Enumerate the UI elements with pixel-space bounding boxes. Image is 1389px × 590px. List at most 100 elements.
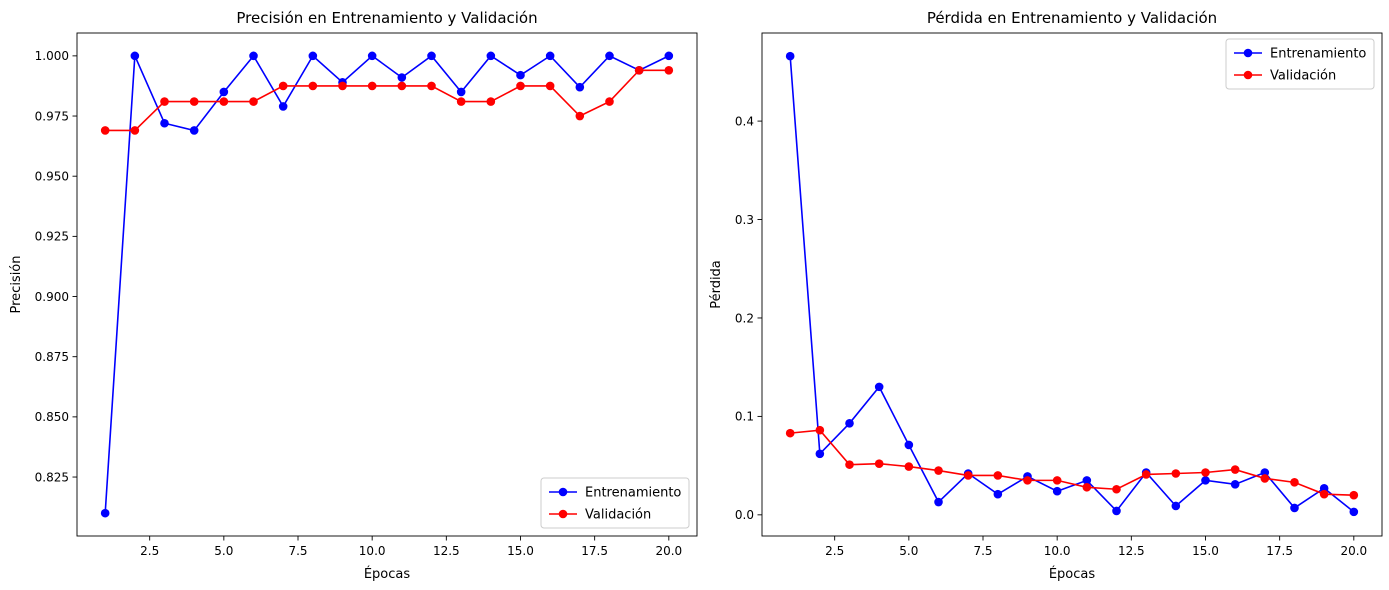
x-tick-label: 5.0 bbox=[899, 544, 918, 558]
data-point-entrenamiento bbox=[934, 497, 943, 507]
data-point-entrenamiento bbox=[486, 51, 496, 61]
x-tick-label: 12.5 bbox=[1118, 544, 1145, 558]
series-line-validacion bbox=[790, 429, 1354, 496]
data-point-validacion bbox=[874, 459, 884, 468]
data-point-entrenamiento bbox=[605, 51, 614, 61]
y-tick-label: 1.000 bbox=[35, 49, 69, 63]
data-point-entrenamiento bbox=[1171, 501, 1181, 511]
data-point-validacion bbox=[934, 466, 943, 475]
legend-marker-validacion bbox=[1243, 70, 1253, 80]
legend-box bbox=[1225, 38, 1375, 90]
data-point-validacion bbox=[1171, 469, 1181, 478]
x-tick-label: 7.5 bbox=[288, 544, 307, 558]
data-point-validacion bbox=[904, 462, 914, 471]
x-tick-label: 7.5 bbox=[973, 544, 992, 558]
plot-frame bbox=[76, 32, 698, 537]
y-tick-label: 0.825 bbox=[35, 470, 69, 484]
data-point-entrenamiento bbox=[130, 51, 140, 61]
data-point-validacion bbox=[1260, 474, 1270, 483]
data-point-entrenamiento bbox=[516, 70, 525, 80]
x-tick-label: 17.5 bbox=[581, 544, 608, 558]
y-axis-label: Pérdida bbox=[709, 260, 724, 309]
data-point-entrenamiento bbox=[904, 440, 914, 450]
data-point-validacion bbox=[963, 471, 973, 480]
data-point-entrenamiento bbox=[1260, 468, 1270, 477]
data-point-entrenamiento bbox=[1230, 480, 1240, 489]
data-point-entrenamiento bbox=[1201, 476, 1210, 485]
data-point-validacion bbox=[1319, 489, 1329, 499]
data-point-validacion bbox=[1349, 490, 1359, 500]
data-point-entrenamiento bbox=[1319, 483, 1329, 493]
y-tick-label: 0.1 bbox=[735, 410, 754, 424]
x-axis-label: Épocas bbox=[364, 566, 411, 582]
data-point-entrenamiento bbox=[219, 87, 229, 97]
y-tick-label: 0.900 bbox=[35, 290, 69, 304]
data-point-entrenamiento bbox=[815, 449, 825, 459]
legend: Entrenamiento Validación bbox=[1225, 38, 1375, 90]
data-point-validacion bbox=[1141, 470, 1151, 479]
data-point-entrenamiento bbox=[993, 489, 1003, 499]
legend-label-entrenamiento: Entrenamiento bbox=[585, 486, 681, 501]
data-point-validacion bbox=[575, 111, 585, 121]
chart-panel-2: 2.5 5.0 7.5 10.0 12.5 15.0 17.5 20.0 0.0 0.1 0.2 0.… bbox=[709, 9, 1383, 582]
y-tick-label: 0.975 bbox=[35, 109, 69, 123]
data-point-entrenamiento bbox=[1290, 503, 1299, 513]
x-tick-label: 2.5 bbox=[825, 544, 844, 558]
x-tick-label: 12.5 bbox=[433, 544, 460, 558]
data-point-validacion bbox=[664, 66, 674, 75]
data-point-entrenamiento bbox=[427, 51, 436, 61]
data-point-entrenamiento bbox=[664, 51, 674, 61]
data-point-validacion bbox=[427, 81, 436, 91]
data-point-validacion bbox=[785, 428, 795, 438]
legend-marker-entrenamiento bbox=[1243, 48, 1253, 58]
data-point-entrenamiento bbox=[278, 102, 288, 111]
data-point-validacion bbox=[456, 97, 466, 106]
legend-marker-validacion bbox=[558, 509, 568, 519]
data-point-entrenamiento bbox=[1112, 506, 1121, 516]
data-point-validacion bbox=[1201, 468, 1210, 477]
chart-panel-1: 2.5 5.0 7.5 10.0 12.5 15.0 17.5 20.0 0.825 0.850 0… bbox=[9, 9, 698, 582]
x-axis-label: Épocas bbox=[1049, 566, 1096, 582]
y-tick-label: 0.875 bbox=[35, 350, 69, 364]
legend: Entrenamiento Validación bbox=[540, 477, 690, 529]
data-point-validacion bbox=[278, 81, 288, 91]
data-point-entrenamiento bbox=[456, 87, 466, 97]
x-tick-label: 15.0 bbox=[1192, 544, 1219, 558]
y-tick-label: 0.950 bbox=[35, 169, 69, 183]
data-point-entrenamiento bbox=[249, 51, 258, 61]
data-point-entrenamiento bbox=[1082, 476, 1092, 485]
x-tick-label: 20.0 bbox=[655, 544, 682, 558]
x-tick-label: 20.0 bbox=[1340, 544, 1367, 558]
x-tick-label: 17.5 bbox=[1266, 544, 1293, 558]
data-point-validacion bbox=[516, 81, 525, 91]
data-point-validacion bbox=[545, 81, 555, 91]
data-point-validacion bbox=[100, 126, 110, 135]
legend-box bbox=[540, 477, 690, 529]
data-point-entrenamiento bbox=[397, 73, 407, 82]
data-point-validacion bbox=[160, 97, 169, 106]
data-point-entrenamiento bbox=[545, 51, 555, 61]
x-tick-label: 2.5 bbox=[140, 544, 159, 558]
legend-marker-entrenamiento bbox=[558, 487, 568, 497]
legend-label-entrenamiento: Entrenamiento bbox=[1270, 47, 1366, 62]
data-point-validacion bbox=[486, 97, 496, 106]
data-point-validacion bbox=[249, 97, 258, 106]
data-point-entrenamiento bbox=[1052, 486, 1062, 496]
data-point-validacion bbox=[815, 425, 825, 435]
x-tick-label: 10.0 bbox=[359, 544, 386, 558]
data-point-validacion bbox=[189, 97, 199, 106]
y-tick-label: 0.2 bbox=[735, 311, 754, 325]
y-tick-label: 0.850 bbox=[35, 410, 69, 424]
y-axis-label: Precisión bbox=[9, 255, 24, 313]
data-point-entrenamiento bbox=[575, 82, 585, 92]
data-point-validacion bbox=[634, 66, 644, 75]
data-point-validacion bbox=[367, 81, 377, 91]
data-point-validacion bbox=[993, 471, 1003, 480]
data-point-entrenamiento bbox=[874, 382, 884, 392]
data-point-validacion bbox=[338, 81, 347, 91]
data-point-validacion bbox=[130, 126, 140, 135]
data-point-entrenamiento bbox=[189, 126, 199, 135]
data-point-entrenamiento bbox=[785, 51, 795, 61]
x-tick-label: 5.0 bbox=[214, 544, 233, 558]
